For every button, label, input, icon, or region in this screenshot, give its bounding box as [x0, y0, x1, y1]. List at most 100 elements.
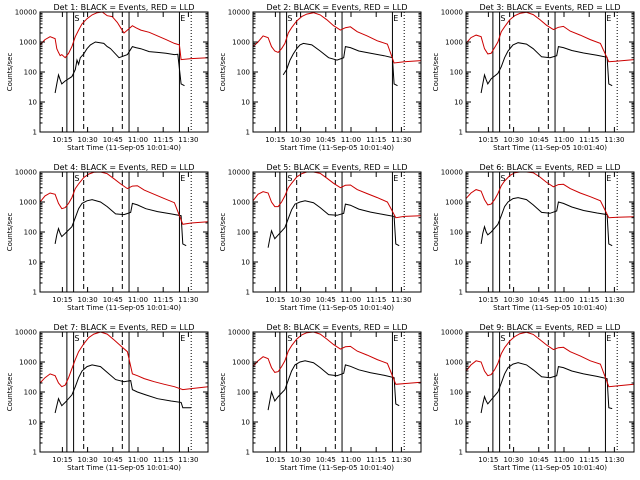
chart-panel-7: 1 10 100 1000 10000 10:15 10:30 10:45 11:00 11:15… [6, 323, 209, 472]
x-tick-label: 10:45 [529, 136, 549, 144]
y-tick-label: 100 [450, 389, 463, 397]
y-tick-label: 10000 [441, 9, 463, 17]
chart-panel-1: 1 10 100 1000 10000 10:15 10:30 10:45 11:00 11:15… [6, 3, 209, 152]
x-axis-label: Start Time (11-Sep-05 10:01:40) [493, 304, 607, 312]
x-tick-label: 11:00 [554, 136, 574, 144]
x-tick-label: 11:00 [128, 136, 148, 144]
y-tick-label: 1 [246, 289, 250, 297]
chart-panel-9: 1 10 100 1000 10000 10:15 10:30 10:45 11:00 11:15… [432, 323, 635, 472]
flag-label-end: E [393, 14, 398, 23]
flag-label-end: E [180, 14, 185, 23]
y-axis-label: Counts/sec [432, 53, 440, 92]
flag-label-start: S [500, 334, 505, 343]
x-tick-label: 10:30 [504, 136, 524, 144]
y-tick-label: 10 [241, 259, 250, 267]
x-tick-label: 10:30 [291, 456, 311, 464]
y-tick-label: 10 [241, 419, 250, 427]
x-tick-label: 11:30 [604, 136, 624, 144]
x-tick-label: 10:15 [265, 456, 285, 464]
y-tick-label: 10000 [441, 329, 463, 337]
y-tick-label: 10 [28, 259, 37, 267]
series-line-events [480, 362, 613, 414]
chart-title: Det 3: BLACK = Events, RED = LLD [480, 3, 621, 12]
y-axis-label: Counts/sec [219, 213, 227, 252]
flag-label-end: E [393, 334, 398, 343]
y-tick-label: 10 [454, 99, 463, 107]
x-tick-label: 11:30 [391, 296, 411, 304]
x-tick-label: 10:45 [103, 456, 123, 464]
x-axis-label: Start Time (11-Sep-05 10:01:40) [67, 304, 181, 312]
chart-title: Det 6: BLACK = Events, RED = LLD [480, 163, 621, 172]
y-tick-label: 10 [28, 99, 37, 107]
x-tick-label: 10:15 [478, 456, 498, 464]
series-line-events [54, 364, 192, 414]
series-line-events [54, 41, 185, 94]
x-axis-label: Start Time (11-Sep-05 10:01:40) [67, 144, 181, 152]
y-axis-label: Counts/sec [432, 373, 440, 412]
x-tick-label: 11:15 [366, 296, 386, 304]
chart-title: Det 1: BLACK = Events, RED = LLD [54, 3, 195, 12]
y-tick-label: 1 [459, 289, 463, 297]
x-tick-label: 11:15 [366, 136, 386, 144]
x-tick-label: 10:45 [103, 136, 123, 144]
y-axis-label: Counts/sec [219, 53, 227, 92]
flag-label-start: S [500, 14, 505, 23]
x-axis-label: Start Time (11-Sep-05 10:01:40) [493, 464, 607, 472]
series-line-events [480, 197, 613, 247]
series-line-events [480, 42, 613, 94]
chart-title: Det 2: BLACK = Events, RED = LLD [267, 3, 408, 12]
y-tick-label: 10000 [228, 9, 250, 17]
y-tick-label: 1 [459, 449, 463, 457]
x-tick-label: 10:30 [291, 296, 311, 304]
flag-label-start: S [74, 334, 79, 343]
x-tick-label: 11:00 [554, 456, 574, 464]
y-tick-label: 10 [28, 419, 37, 427]
y-tick-label: 1 [459, 129, 463, 137]
chart-title: Det 7: BLACK = Events, RED = LLD [54, 323, 195, 332]
flag-label-end: E [606, 334, 611, 343]
y-tick-label: 1 [246, 449, 250, 457]
x-axis-label: Start Time (11-Sep-05 10:01:40) [67, 464, 181, 472]
x-tick-label: 11:15 [579, 296, 599, 304]
y-tick-label: 1000 [232, 39, 250, 47]
x-tick-label: 10:45 [316, 296, 336, 304]
x-tick-label: 10:30 [291, 136, 311, 144]
x-tick-label: 11:30 [178, 296, 198, 304]
y-tick-label: 1000 [19, 39, 37, 47]
y-tick-label: 1 [246, 129, 250, 137]
series-line-events [282, 42, 398, 87]
chart-panel-4: 1 10 100 1000 10000 10:15 10:30 10:45 11:00 11:15… [6, 163, 209, 312]
x-tick-label: 10:15 [478, 136, 498, 144]
flag-label-start: S [287, 174, 292, 183]
x-tick-label: 11:00 [341, 456, 361, 464]
flag-label-start: S [74, 14, 79, 23]
series-line-lld [253, 12, 421, 64]
y-axis-label: Counts/sec [6, 373, 14, 412]
x-tick-label: 11:00 [341, 136, 361, 144]
flag-label-start: S [287, 14, 292, 23]
x-tick-label: 11:00 [554, 296, 574, 304]
y-tick-label: 10000 [228, 169, 250, 177]
x-tick-label: 11:00 [128, 296, 148, 304]
chart-panel-8: 1 10 100 1000 10000 10:15 10:30 10:45 11:00 11:15… [219, 323, 422, 472]
chart-panel-2: 1 10 100 1000 10000 10:15 10:30 10:45 11:00 11:15… [219, 3, 422, 152]
y-tick-label: 10000 [228, 329, 250, 337]
y-tick-label: 1000 [19, 199, 37, 207]
y-tick-label: 1 [33, 289, 37, 297]
x-tick-label: 11:15 [366, 456, 386, 464]
y-tick-label: 1000 [232, 359, 250, 367]
flag-label-end: E [180, 334, 185, 343]
y-tick-label: 1000 [445, 199, 463, 207]
x-tick-label: 11:15 [153, 136, 173, 144]
y-axis-label: Counts/sec [6, 213, 14, 252]
y-tick-label: 1 [33, 449, 37, 457]
series-line-lld [40, 12, 208, 61]
x-tick-label: 11:15 [579, 456, 599, 464]
flag-label-end: E [180, 174, 185, 183]
series-line-lld [466, 172, 634, 219]
x-tick-label: 10:15 [265, 296, 285, 304]
y-tick-label: 100 [24, 229, 37, 237]
x-tick-label: 10:30 [78, 296, 98, 304]
x-axis-label: Start Time (11-Sep-05 10:01:40) [280, 144, 394, 152]
flag-label-end: E [393, 174, 398, 183]
